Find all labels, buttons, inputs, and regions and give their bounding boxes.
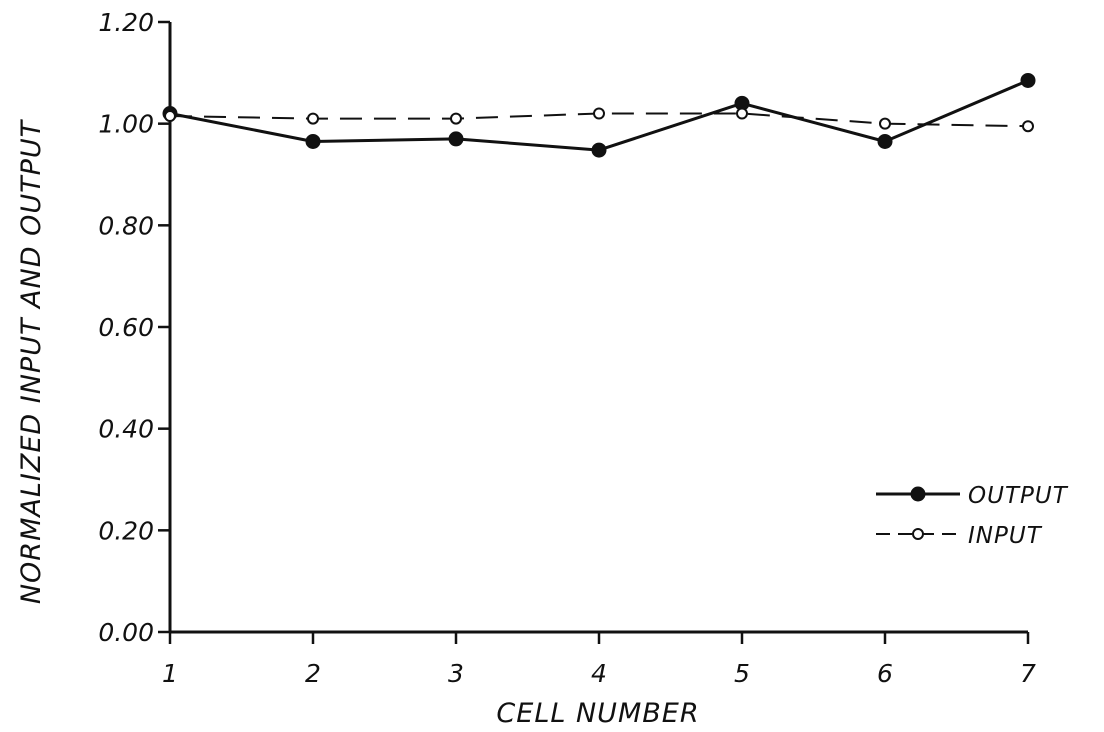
legend-output-label: OUTPUT	[968, 483, 1069, 509]
output-data-point	[877, 133, 893, 149]
y-axis-title: NORMALIZED INPUT AND OUTPUT	[16, 118, 47, 604]
input-data-point	[450, 112, 462, 125]
x-tick-label: 2	[305, 659, 321, 688]
x-tick-label: 6	[877, 659, 893, 688]
legend-output-marker	[910, 486, 926, 502]
y-tick-label: 0.20	[98, 516, 154, 545]
legend-input-label: INPUT	[968, 523, 1043, 549]
legend-input-marker	[912, 528, 924, 540]
x-tick-label: 5	[734, 659, 750, 688]
input-data-point	[1022, 120, 1034, 133]
input-data-point	[736, 107, 748, 120]
x-tick-label: 3	[448, 659, 464, 688]
series-layer	[162, 72, 1036, 158]
y-tick-label: 0.80	[98, 211, 154, 240]
y-tick-label: 0.00	[98, 618, 154, 647]
legend: OUTPUT INPUT	[876, 483, 1069, 549]
output-data-point	[448, 131, 464, 147]
y-tick-label: 1.20	[98, 8, 154, 37]
y-tick-label: 1.00	[98, 110, 154, 139]
x-tick-label: 1	[162, 659, 178, 688]
input-data-point	[164, 110, 176, 123]
input-data-point	[593, 107, 605, 120]
x-tick-label: 7	[1020, 659, 1036, 688]
y-tick-label: 0.40	[98, 415, 154, 444]
output-data-point	[591, 142, 607, 158]
x-tick-label: 4	[591, 659, 607, 688]
input-data-point	[879, 117, 891, 130]
output-data-point	[1020, 72, 1036, 88]
output-data-point	[305, 133, 321, 149]
y-tick-label: 0.60	[98, 313, 154, 342]
input-data-point	[307, 112, 319, 125]
y-ticks: 0.00 0.20 0.40 0.60 0.80 1.00 1.20	[98, 8, 170, 647]
x-axis-title: CELL NUMBER	[496, 698, 699, 729]
x-ticks: 1 2 3 4 5 6 7	[162, 632, 1036, 688]
